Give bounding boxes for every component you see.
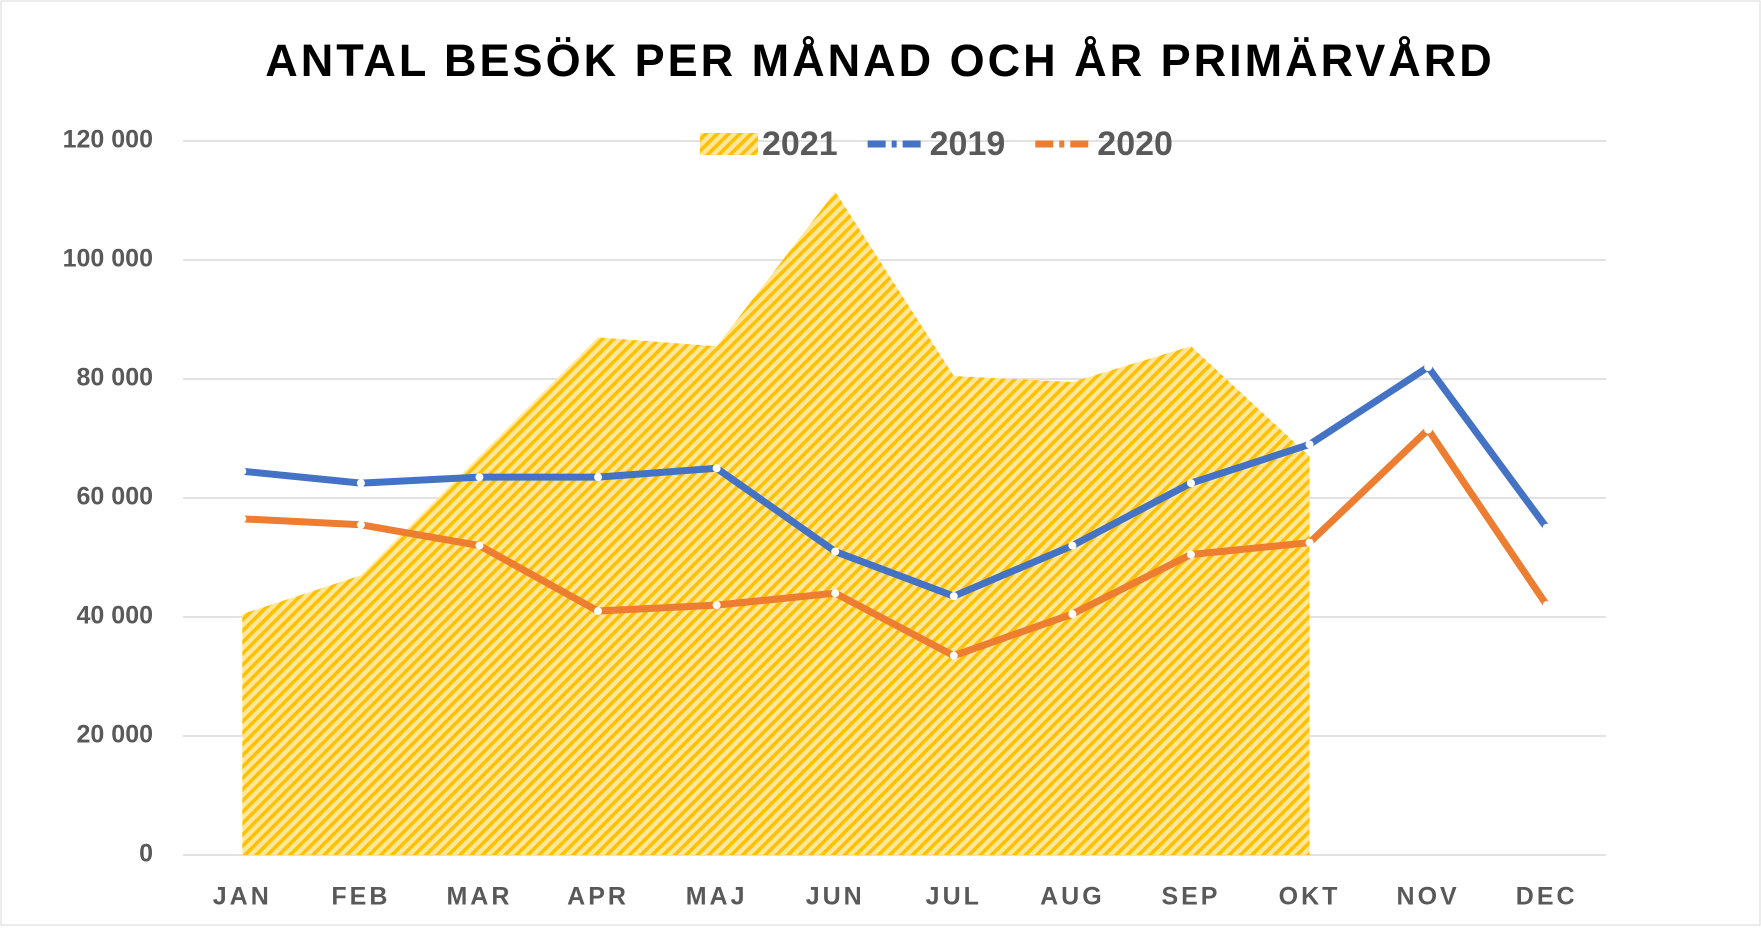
x-tick-label: MAJ — [686, 883, 748, 911]
y-tick-label: 60 000 — [77, 483, 153, 511]
x-tick-label: SEP — [1161, 883, 1220, 911]
x-tick-label: AUG — [1040, 883, 1105, 911]
point — [238, 514, 247, 523]
x-tick-label: OKT — [1279, 883, 1341, 911]
point — [712, 464, 721, 473]
x-tick-label: FEB — [331, 883, 390, 911]
y-tick-label: 80 000 — [77, 364, 153, 392]
point — [475, 473, 484, 482]
y-tick-label: 20 000 — [77, 721, 153, 749]
point — [1424, 363, 1433, 372]
point — [1186, 479, 1195, 488]
legend-swatch — [700, 133, 758, 155]
point — [238, 467, 247, 476]
y-tick-label: 0 — [139, 840, 153, 868]
point — [1186, 550, 1195, 559]
y-tick-label: 40 000 — [77, 602, 153, 630]
point — [594, 473, 603, 482]
point — [1305, 538, 1314, 547]
x-tick-label: JAN — [213, 883, 272, 911]
point — [1068, 541, 1077, 550]
point — [594, 607, 603, 616]
area — [242, 191, 1310, 855]
x-tick-label: JUL — [926, 883, 982, 911]
line — [241, 363, 1550, 600]
point — [1068, 610, 1077, 619]
point — [712, 601, 721, 610]
x-tick-label: MAR — [446, 883, 512, 911]
legend-label: 2020 — [1097, 125, 1173, 163]
point — [831, 589, 840, 598]
line — [242, 426, 1550, 660]
legend-label: 2021 — [762, 125, 838, 163]
point — [356, 520, 365, 529]
point — [949, 651, 958, 660]
x-tick-label: NOV — [1397, 883, 1460, 911]
point — [1305, 440, 1314, 449]
point — [831, 547, 840, 556]
point — [949, 592, 958, 601]
point — [475, 541, 484, 550]
legend-label: 2019 — [930, 125, 1006, 163]
x-tick-label: APR — [567, 883, 629, 911]
x-tick-label: DEC — [1516, 883, 1578, 911]
y-tick-label: 100 000 — [63, 245, 153, 273]
x-tick-label: JUN — [806, 883, 865, 911]
point — [1542, 523, 1551, 532]
point — [356, 479, 365, 488]
point — [1542, 601, 1551, 610]
point — [1424, 425, 1433, 434]
chart-title: ANTAL BESÖK PER MÅNAD OCH ÅR PRIMÄRVÅRD — [265, 35, 1495, 86]
y-tick-label: 120 000 — [63, 126, 153, 154]
